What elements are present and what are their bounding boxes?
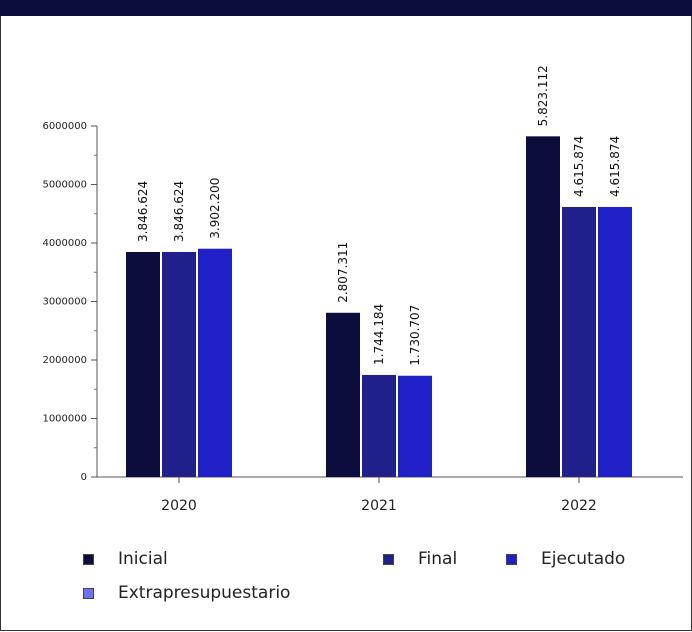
bar-final-2021 <box>362 374 396 477</box>
title-bar <box>0 0 692 16</box>
legend-item-inicial[interactable]: Inicial <box>83 549 168 569</box>
data-label: 3.846.624 <box>136 181 150 242</box>
bar-inicial-2022 <box>526 136 560 477</box>
data-label: 4.615.874 <box>572 136 586 197</box>
legend-swatch-extrapresupuestario <box>83 587 94 599</box>
x-tick-label: 2021 <box>361 498 397 514</box>
y-tick-label: 5000000 <box>42 180 87 191</box>
bar-inicial-2021 <box>326 312 360 477</box>
data-label: 4.615.874 <box>608 136 622 197</box>
x-tick-label: 2022 <box>561 498 597 514</box>
y-tick-label: 0 <box>81 472 87 483</box>
legend-item-ejecutado[interactable]: Ejecutado <box>506 549 625 569</box>
legend-swatch-final <box>383 553 394 565</box>
bar-ejecutado-2020 <box>198 248 232 477</box>
legend-item-final[interactable]: Final <box>383 549 457 569</box>
y-tick-label: 1000000 <box>42 414 87 425</box>
x-tick-label: 2020 <box>161 498 197 514</box>
bar-ejecutado-2021 <box>398 375 432 477</box>
legend-label-ejecutado: Ejecutado <box>541 549 626 569</box>
data-label: 1.744.184 <box>372 304 386 365</box>
data-label: 3.902.200 <box>208 178 222 239</box>
y-tick-label: 4000000 <box>42 238 87 249</box>
data-label: 3.846.624 <box>172 181 186 242</box>
data-label: 1.730.707 <box>408 305 422 366</box>
bar-final-2020 <box>162 251 196 477</box>
data-label: 5.823.112 <box>536 65 550 126</box>
legend-swatch-inicial <box>83 553 94 565</box>
legend-swatch-ejecutado <box>506 553 517 565</box>
legend-item-extrapresupuestario[interactable]: Extrapresupuestario <box>83 583 290 603</box>
bar-ejecutado-2022 <box>598 206 632 477</box>
legend-label-inicial: Inicial <box>118 549 168 569</box>
y-tick-label: 3000000 <box>42 297 87 308</box>
bar-final-2022 <box>562 206 596 477</box>
legend-label-extrapresupuestario: Extrapresupuestario <box>118 583 291 603</box>
y-tick-label: 6000000 <box>42 121 87 132</box>
bar-inicial-2020 <box>126 251 160 477</box>
y-tick-label: 2000000 <box>42 355 87 366</box>
legend-label-final: Final <box>418 549 458 569</box>
data-label: 2.807.311 <box>336 242 350 303</box>
